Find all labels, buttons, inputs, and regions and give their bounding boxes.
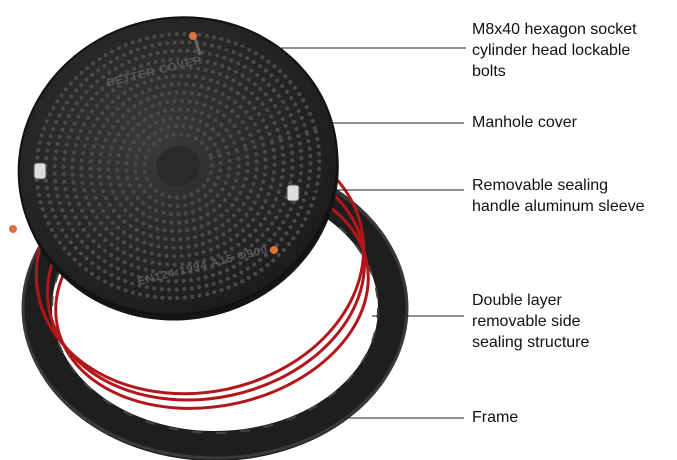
callout-label: sealing structure — [472, 334, 589, 351]
cover-texture — [34, 32, 322, 300]
cover-texture — [142, 132, 214, 200]
callout-label: M8x40 hexagon socket — [472, 21, 637, 38]
callout-label: Double layer — [472, 292, 563, 309]
cover-texture — [52, 48, 304, 284]
bolts — [9, 32, 300, 254]
leader-lines — [222, 47, 466, 419]
cover-texture — [115, 107, 241, 225]
cover-texture — [106, 98, 250, 234]
cover-texture — [43, 40, 313, 292]
callout-label: cylinder head lockable — [472, 42, 630, 59]
callout-label: handle aluminum sleeve — [472, 198, 645, 215]
cover-texture — [97, 90, 259, 242]
cover-texture — [70, 65, 286, 267]
callout-label: Frame — [472, 409, 518, 426]
cover-texture — [79, 73, 277, 259]
callout-label: bolts — [472, 63, 506, 80]
cover-texture — [61, 57, 295, 275]
cover-texture — [133, 124, 223, 208]
cover-texture — [124, 115, 232, 217]
cover-texture — [88, 82, 268, 250]
callout-label: Manhole cover — [472, 114, 578, 131]
callout-label: Removable sealing — [472, 177, 608, 194]
callout-label: removable side — [472, 313, 581, 330]
